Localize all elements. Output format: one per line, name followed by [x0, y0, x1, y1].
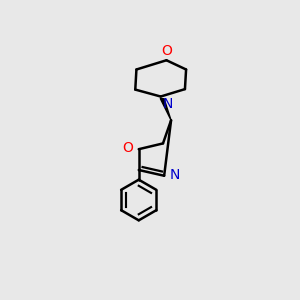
Text: N: N: [163, 97, 173, 111]
Polygon shape: [160, 98, 171, 120]
Text: N: N: [170, 168, 180, 182]
Text: O: O: [122, 141, 133, 155]
Text: O: O: [161, 44, 172, 58]
